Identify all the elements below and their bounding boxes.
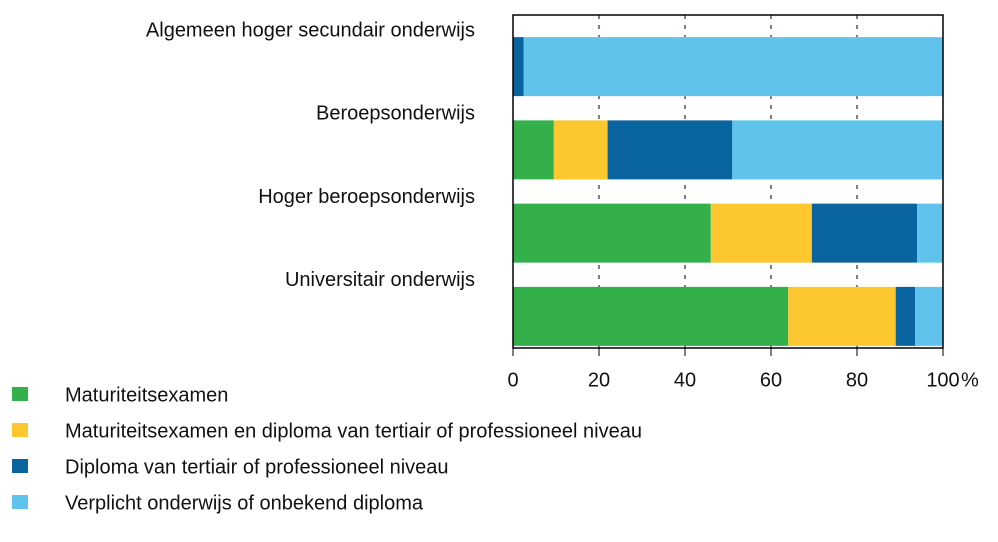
category-label: Hoger beroepsonderwijs: [258, 186, 475, 208]
category-label: Beroepsonderwijs: [316, 103, 475, 125]
legend-swatch: [12, 387, 28, 401]
bar-segment: [513, 120, 554, 180]
category-label: Algemeen hoger secundair onderwijs: [146, 19, 475, 41]
legend-swatch: [12, 495, 28, 509]
x-tick-label: 40: [674, 369, 696, 391]
legend-label: Diploma van tertiair of professioneel ni…: [65, 456, 449, 478]
bar-segment: [917, 203, 943, 263]
bar-segment: [523, 37, 943, 97]
x-tick-label: 60: [760, 369, 782, 391]
bar-segment: [607, 120, 733, 180]
x-tick-label: 20: [588, 369, 610, 391]
x-tick-label: 0: [507, 369, 518, 391]
bar-segment: [788, 286, 896, 346]
category-label: Universitair onderwijs: [285, 269, 475, 291]
bar-segment: [895, 286, 916, 346]
bar-segment: [710, 203, 812, 263]
legend-label: Verplicht onderwijs of onbekend diploma: [65, 492, 424, 514]
plot-frame: [512, 14, 944, 349]
bar-segment: [811, 203, 918, 263]
legend-swatch: [12, 423, 28, 437]
x-tick-label: 80: [846, 369, 868, 391]
x-tick-label: 100: [926, 369, 959, 391]
legend-label: Maturiteitsexamen en diploma van tertiai…: [65, 420, 642, 442]
bar-segment: [513, 286, 789, 346]
legend-label: Maturiteitsexamen: [65, 384, 228, 406]
legend-swatch: [12, 459, 28, 473]
bar-segment: [553, 120, 608, 180]
bar-segment: [513, 203, 711, 263]
bar-segment: [732, 120, 943, 180]
bar-segment: [915, 286, 943, 346]
x-axis-unit: %: [961, 369, 979, 391]
bar-segment: [513, 37, 524, 97]
